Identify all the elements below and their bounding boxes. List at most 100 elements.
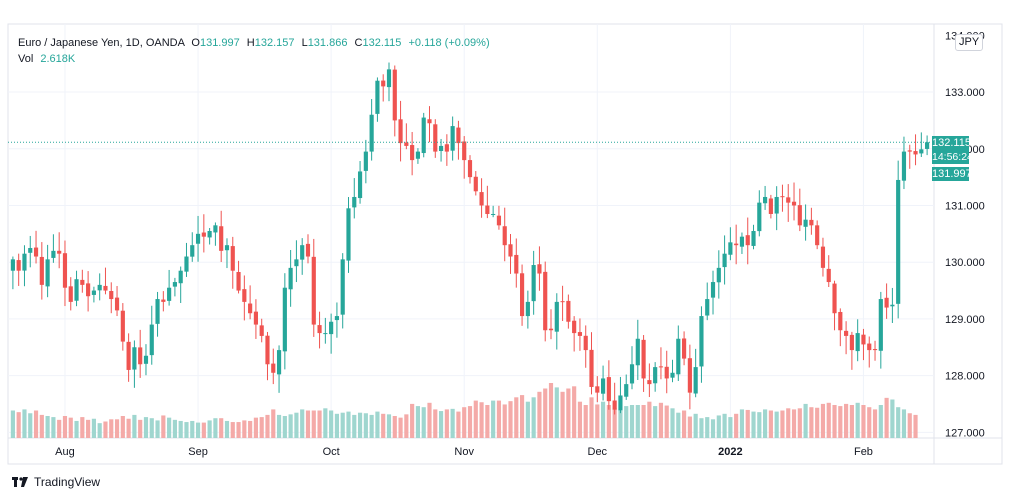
candle-body — [734, 243, 739, 246]
volume-bar — [554, 387, 559, 438]
volume-bar — [16, 412, 21, 438]
candle-body — [809, 219, 814, 226]
time-axis[interactable]: Aug Sep Oct Nov Dec 2022 Feb — [55, 446, 873, 458]
volume-bar — [896, 407, 901, 438]
x-tick-label: Nov — [454, 446, 474, 458]
volume-bar — [323, 408, 328, 438]
candle-body — [178, 270, 183, 284]
volume-bar — [786, 408, 791, 438]
volume-bar — [809, 407, 814, 438]
volume-bar — [907, 413, 912, 438]
volume-bar — [878, 405, 883, 438]
volume-bar — [867, 407, 872, 438]
candle-body — [357, 171, 363, 199]
candle-body — [201, 232, 206, 237]
candle-body — [282, 287, 287, 352]
volume-bar — [514, 397, 519, 438]
candle-body — [838, 311, 843, 331]
price-axis[interactable]: 133.000132.000131.000130.000129.000128.0… — [945, 30, 985, 439]
candle-body — [786, 197, 791, 203]
volume-bars — [10, 383, 918, 438]
candle-body — [855, 333, 860, 352]
volume-row: Vol 2.618K — [18, 51, 490, 67]
volume-bar — [415, 406, 421, 438]
candle-body — [543, 271, 548, 331]
candle-body — [751, 231, 756, 246]
candle-body — [167, 287, 172, 301]
candle-body — [363, 151, 368, 171]
volume-bar — [705, 417, 710, 438]
candle-body — [739, 236, 745, 247]
candle-body — [51, 250, 56, 258]
candle-body — [722, 253, 727, 268]
last-price-tag: 132.115 — [932, 136, 971, 150]
volume-bar — [294, 412, 299, 438]
volume-bar — [635, 405, 640, 438]
volume-bar — [230, 422, 235, 438]
volume-bar — [572, 386, 577, 438]
candle-body — [531, 265, 536, 302]
volume-bar — [392, 416, 397, 438]
candle-body — [242, 289, 247, 302]
volume-bar — [138, 419, 143, 438]
tradingview-brand[interactable]: TradingView — [12, 475, 100, 489]
candle-body — [502, 226, 507, 246]
volume-bar — [844, 403, 849, 438]
volume-bar — [91, 418, 96, 438]
volume-bar — [427, 402, 432, 438]
candle-body — [572, 320, 577, 334]
candle-body — [537, 264, 542, 274]
candle-body — [595, 386, 600, 393]
volume-bar — [282, 416, 287, 438]
volume-bar — [531, 397, 536, 438]
y-tick-label: 127.000 — [945, 427, 985, 439]
candle-body — [68, 286, 73, 302]
currency-badge[interactable]: JPY — [955, 34, 984, 51]
volume-bar — [797, 408, 802, 438]
volume-bar — [751, 411, 756, 438]
candle-body — [624, 384, 629, 397]
volume-bar — [757, 412, 762, 438]
candle-body — [444, 144, 449, 152]
volume-bar — [265, 414, 270, 438]
candle-body — [479, 192, 484, 206]
candle-body — [566, 300, 571, 322]
candle-body — [508, 244, 513, 257]
volume-bar — [699, 418, 704, 438]
candle-body — [161, 299, 166, 302]
candle-body — [352, 196, 357, 208]
volume-bar — [86, 419, 91, 438]
volume-bar — [456, 411, 461, 438]
volume-bar — [80, 417, 85, 438]
volume-bar — [155, 420, 160, 438]
tradingview-logo-icon — [12, 477, 28, 487]
volume-bar — [329, 410, 334, 438]
volume-bar — [161, 415, 166, 438]
symbol-title[interactable]: Euro / Japanese Yen, 1D, OANDA — [18, 37, 185, 49]
volume-bar — [560, 391, 565, 438]
candle-body — [699, 316, 704, 367]
candle-body — [317, 325, 322, 334]
volume-bar — [381, 413, 386, 438]
volume-bar — [803, 403, 808, 438]
y-tick-label: 128.000 — [945, 371, 985, 383]
candle-body — [80, 279, 85, 285]
volume-bar — [462, 407, 467, 438]
volume-bar — [612, 408, 617, 438]
candle-body — [913, 151, 918, 155]
candle-body — [120, 310, 125, 342]
candle-body — [39, 256, 44, 285]
candle-body — [132, 347, 137, 370]
volume-bar — [190, 420, 195, 438]
candle-body — [288, 267, 293, 290]
chart-frame — [7, 23, 1003, 465]
candle-body — [271, 363, 276, 373]
volume-bar — [618, 409, 623, 438]
candle-body — [485, 205, 490, 214]
volume-bar — [502, 404, 507, 438]
candle-body — [901, 151, 907, 181]
candle-body — [496, 215, 502, 226]
volume-bar — [311, 410, 316, 438]
volume-bar — [288, 414, 293, 438]
